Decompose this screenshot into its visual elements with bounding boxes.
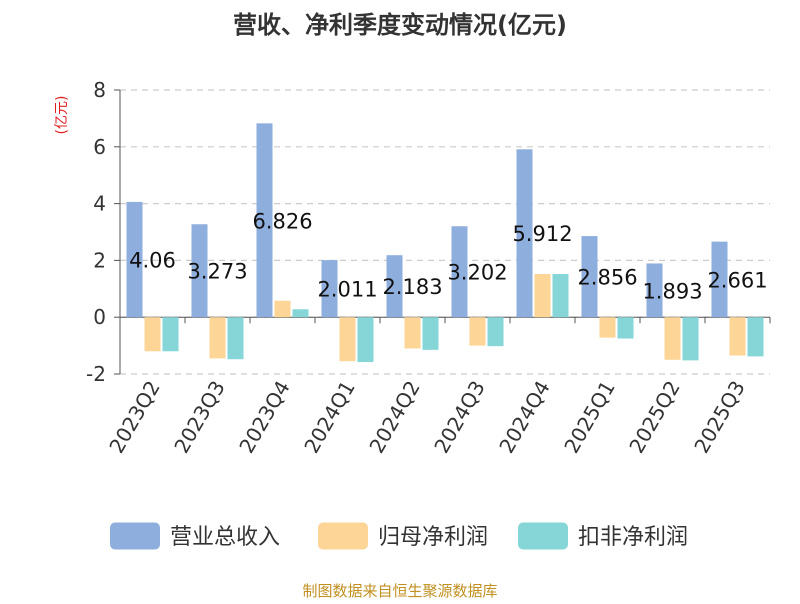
data-label: 5.912 bbox=[512, 222, 572, 246]
x-tick-label: 2024Q1 bbox=[299, 377, 359, 458]
bar-扣非净利润-2025Q3 bbox=[747, 317, 764, 357]
x-tick-label: 2023Q3 bbox=[169, 377, 229, 458]
bar-归母净利润-2024Q3 bbox=[469, 317, 486, 346]
bar-营业总收入-2025Q1 bbox=[581, 236, 598, 318]
legend: 营业总收入 归母净利润 扣非净利润 bbox=[110, 522, 688, 550]
chart-title: 营收、净利季度变动情况(亿元) bbox=[233, 11, 567, 39]
bar-归母净利润-2024Q1 bbox=[339, 317, 356, 362]
source-note: 制图数据来自恒生聚源数据库 bbox=[302, 582, 497, 600]
bar-营业总收入-2023Q3 bbox=[191, 224, 208, 318]
bar-归母净利润-2023Q4 bbox=[274, 300, 291, 318]
x-tick-label: 2024Q2 bbox=[364, 377, 424, 458]
data-label: 2.011 bbox=[317, 278, 377, 302]
bar-营业总收入-2024Q1 bbox=[321, 260, 338, 318]
x-tick-label: 2023Q2 bbox=[104, 377, 164, 458]
data-label: 4.06 bbox=[129, 249, 176, 273]
data-label: 3.273 bbox=[187, 260, 247, 284]
bar-营业总收入-2025Q2 bbox=[646, 263, 663, 318]
bar-扣非净利润-2023Q3 bbox=[227, 317, 244, 360]
bar-归母净利润-2024Q2 bbox=[404, 317, 421, 349]
legend-label: 营业总收入 bbox=[170, 525, 280, 550]
legend-label: 归母净利润 bbox=[378, 525, 488, 550]
legend-swatch bbox=[318, 522, 368, 550]
x-tick-label: 2025Q3 bbox=[689, 377, 749, 458]
y-tick-label: 4 bbox=[93, 192, 106, 216]
y-tick-label: 6 bbox=[93, 135, 106, 159]
bar-归母净利润-2023Q2 bbox=[144, 317, 161, 352]
legend-swatch bbox=[110, 522, 160, 550]
x-tick-label: 2025Q1 bbox=[559, 377, 619, 458]
bar-营业总收入-2024Q2 bbox=[386, 255, 403, 318]
x-tick-label: 2023Q4 bbox=[234, 377, 294, 458]
y-tick-label: -2 bbox=[86, 362, 106, 386]
bar-归母净利润-2023Q3 bbox=[209, 317, 226, 359]
x-tick-label: 2024Q4 bbox=[494, 377, 554, 458]
bar-营业总收入-2023Q2 bbox=[126, 201, 143, 318]
bar-归母净利润-2024Q4 bbox=[534, 274, 551, 318]
bar-扣非净利润-2025Q1 bbox=[617, 317, 634, 339]
x-tick-label: 2024Q3 bbox=[429, 377, 489, 458]
bar-扣非净利润-2024Q2 bbox=[422, 317, 439, 350]
data-label: 1.893 bbox=[642, 279, 702, 303]
bar-营业总收入-2025Q3 bbox=[711, 241, 728, 318]
bar-扣非净利润-2025Q2 bbox=[682, 317, 699, 361]
bar-扣非净利润-2024Q3 bbox=[487, 317, 504, 347]
x-tick-label: 2025Q2 bbox=[624, 377, 684, 458]
bar-归母净利润-2025Q3 bbox=[729, 317, 746, 356]
data-label: 6.826 bbox=[252, 209, 312, 233]
y-axis-label: (亿元) bbox=[54, 96, 70, 135]
y-tick-label: 2 bbox=[93, 248, 106, 272]
bar-营业总收入-2023Q4 bbox=[256, 123, 273, 318]
bars bbox=[126, 123, 764, 363]
bar-归母净利润-2025Q1 bbox=[599, 317, 616, 338]
legend-swatch bbox=[518, 522, 568, 550]
data-label: 2.856 bbox=[577, 266, 637, 290]
bar-扣非净利润-2024Q1 bbox=[357, 317, 374, 363]
data-label: 3.202 bbox=[447, 261, 507, 285]
data-label: 2.661 bbox=[707, 268, 767, 292]
data-label: 2.183 bbox=[382, 275, 442, 299]
data-labels: 4.06 3.273 6.826 2.011 2.1833.2025.9122.8561… bbox=[129, 209, 767, 303]
bar-营业总收入-2024Q4 bbox=[516, 149, 533, 318]
bar-扣非净利润-2024Q4 bbox=[552, 274, 569, 318]
bar-扣非净利润-2023Q2 bbox=[162, 317, 179, 352]
y-tick-label: 0 bbox=[93, 305, 106, 329]
x-tick-labels: 2023Q2 2023Q3 2023Q4 2024Q1 2024Q2 2024Q3 2024… bbox=[104, 377, 749, 458]
bar-归母净利润-2025Q2 bbox=[664, 317, 681, 360]
bar-扣非净利润-2023Q4 bbox=[292, 309, 309, 318]
y-tick-label: 8 bbox=[93, 78, 106, 102]
bar-营业总收入-2024Q3 bbox=[451, 226, 468, 318]
legend-label: 扣非净利润 bbox=[578, 525, 688, 550]
